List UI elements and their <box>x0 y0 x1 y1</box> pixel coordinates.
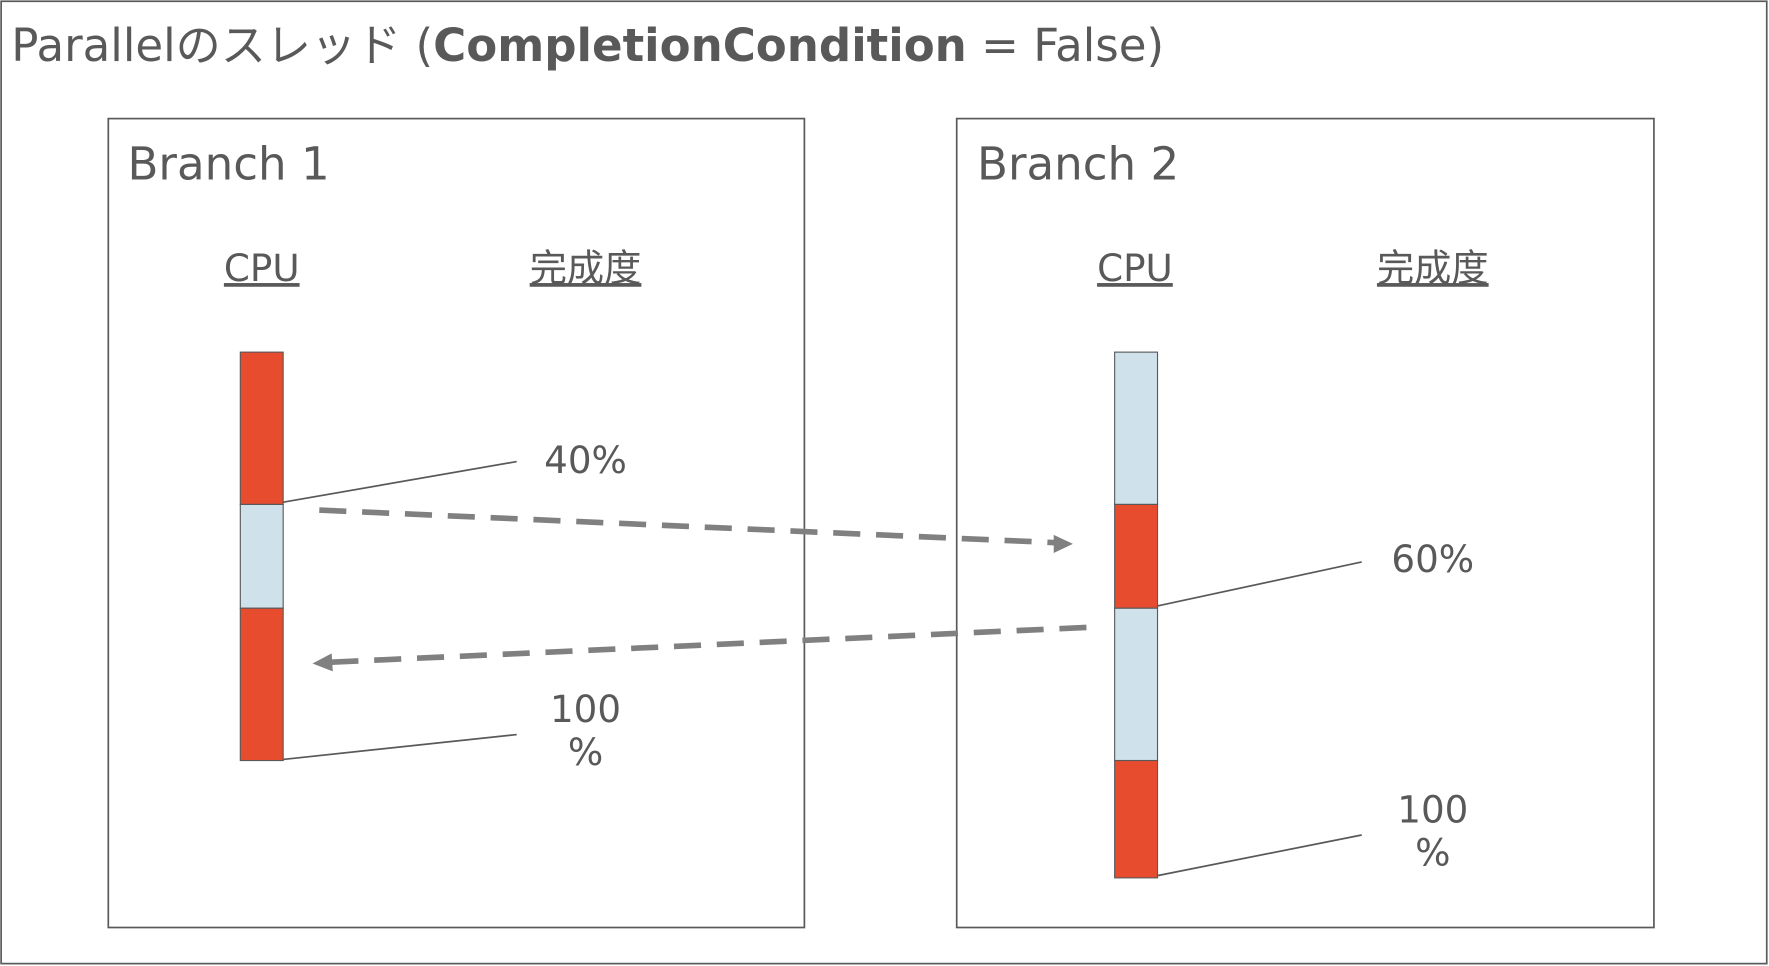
progress-header: 完成度 <box>1377 246 1489 290</box>
segment-idle <box>1114 351 1159 505</box>
cpu-bar <box>1114 351 1159 879</box>
segment-active <box>1114 759 1159 879</box>
cpu-header: CPU <box>224 246 300 290</box>
callout-line <box>283 733 517 761</box>
progress-label: 40% <box>544 438 627 482</box>
segment-idle <box>1114 607 1159 762</box>
segment-active <box>239 351 284 505</box>
cpu-header: CPU <box>1097 246 1173 290</box>
callout-line <box>283 460 517 504</box>
progress-label: % <box>1415 830 1450 874</box>
branch-label: Branch 1 <box>127 138 329 191</box>
switch-arrow <box>319 507 1059 546</box>
branch-box <box>107 117 806 929</box>
cpu-bar <box>239 351 284 762</box>
callout-line <box>1157 561 1362 607</box>
progress-label: 100 <box>1397 788 1468 832</box>
progress-label: 100 <box>550 687 621 731</box>
progress-label: 60% <box>1391 537 1474 581</box>
callout-line <box>1157 834 1362 877</box>
title-prefix: Parallelのスレッド ( <box>11 19 433 72</box>
title: Parallelのスレッド (CompletionCondition = Fal… <box>11 19 1164 72</box>
segment-idle <box>239 503 284 609</box>
title-suffix: = False) <box>967 19 1164 72</box>
branch-box <box>955 117 1655 929</box>
arrow-head <box>312 653 333 672</box>
branch-label: Branch 2 <box>977 138 1179 191</box>
segment-active <box>1114 503 1159 609</box>
progress-label: % <box>568 730 603 774</box>
title-bold: CompletionCondition <box>433 19 967 72</box>
arrow-head <box>1053 534 1073 553</box>
segment-active <box>239 607 284 762</box>
progress-header: 完成度 <box>530 246 642 290</box>
